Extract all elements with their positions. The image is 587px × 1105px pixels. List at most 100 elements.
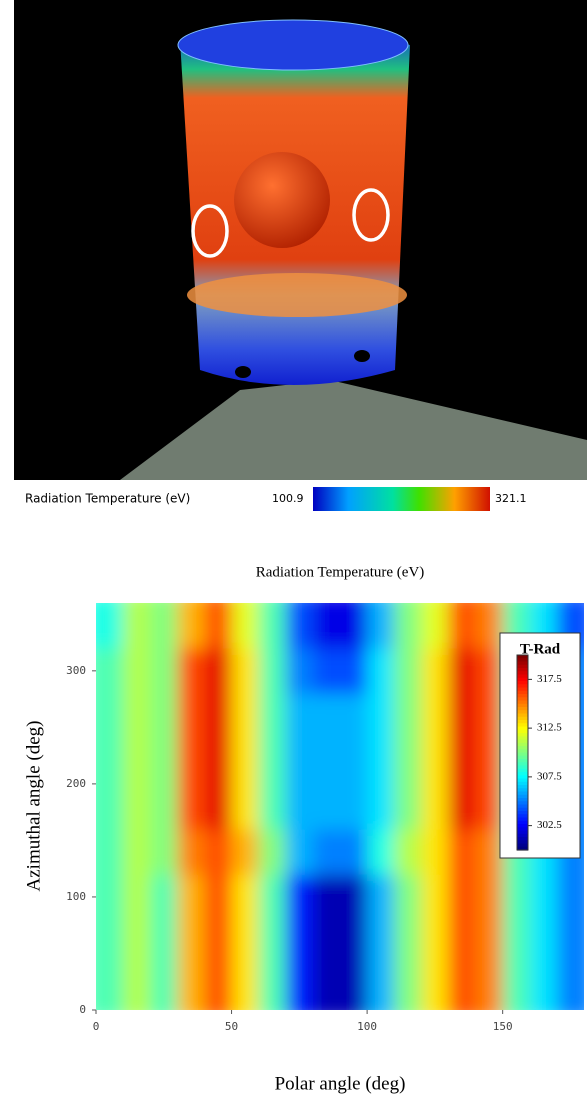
- colorbar-band: [517, 840, 528, 845]
- heatmap-cell: [312, 964, 341, 1010]
- heatmap-cell: [258, 829, 287, 875]
- heatmap-cell: [340, 648, 368, 694]
- heatmap-cell: [150, 783, 178, 830]
- colorbar-band: [517, 742, 528, 747]
- heatmap-cell: [258, 693, 287, 740]
- heatmap-cell: [96, 829, 124, 875]
- colorbar-band: [517, 768, 528, 773]
- colorbar-band: [517, 775, 528, 780]
- heatmap-cell: [258, 648, 287, 694]
- heatmap-cell: [123, 783, 151, 830]
- heatmap-cell: [421, 874, 449, 921]
- heatmap-cell: [367, 603, 395, 649]
- heatmap-cell: [231, 783, 260, 830]
- heatmap-cell: [421, 693, 449, 740]
- colorbar-band: [517, 703, 528, 708]
- heatmap-cell: [123, 874, 151, 921]
- heatmap-cell: [340, 874, 368, 921]
- heatmap-cell: [231, 603, 260, 649]
- heatmap-cell: [177, 829, 205, 875]
- colorbar-band: [517, 798, 528, 802]
- heatmap-cell: [150, 874, 178, 921]
- colorbar-band: [517, 661, 528, 666]
- heatmap-cell: [150, 829, 178, 875]
- heatmap-cell: [96, 874, 124, 921]
- colorbar-band: [517, 814, 528, 819]
- heatmap-cell: [204, 603, 233, 649]
- colorbar-band: [517, 817, 528, 822]
- colorbar-band: [517, 846, 528, 851]
- heatmap-cell: [285, 919, 314, 966]
- y-tick-label: 0: [79, 1003, 86, 1016]
- heatmap-cell: [340, 603, 368, 649]
- colorbar-band: [517, 668, 528, 672]
- heatmap-cell: [312, 693, 341, 740]
- colorbar-frame: [516, 654, 529, 851]
- heatmap-cell: [421, 648, 449, 694]
- heatmap-cell: [394, 648, 422, 694]
- colorbar-band: [517, 785, 528, 789]
- heatmap-cell: [204, 829, 233, 875]
- colorbar-title: T-Rad: [520, 641, 561, 657]
- heatmap-cell: [285, 738, 314, 785]
- heatmap-cell: [177, 919, 205, 966]
- heatmap-cell: [448, 648, 477, 694]
- x-tick-label: 50: [225, 1020, 238, 1033]
- heatmap-cell: [123, 693, 151, 740]
- heatmap-cell: [421, 783, 449, 830]
- heatmap-cell: [529, 919, 558, 966]
- heatmap-cell: [475, 919, 504, 966]
- colorbar-band: [517, 827, 528, 832]
- heatmap-cell: [285, 874, 314, 921]
- heatmap-cell: [177, 648, 205, 694]
- heatmap-cell: [123, 919, 151, 966]
- colorbar-band: [517, 791, 528, 796]
- heatmap-cell: [312, 874, 341, 921]
- heatmap-cell: [258, 964, 287, 1010]
- heatmap-cell: [367, 964, 395, 1010]
- heatmap-cell: [475, 738, 504, 785]
- colorbar-band: [517, 710, 528, 715]
- colorbar-band: [517, 726, 528, 731]
- heatmap-cell: [340, 783, 368, 830]
- colorbar-band: [517, 658, 528, 663]
- colorbar-max: 321.1: [495, 492, 527, 505]
- colorbar-band: [517, 655, 528, 659]
- heatmap-cell: [556, 964, 584, 1010]
- heatmap-cell: [448, 874, 477, 921]
- colorbar-min: 100.9: [272, 492, 304, 505]
- heatmap-cell: [177, 964, 205, 1010]
- heatmap-cell: [475, 874, 504, 921]
- colorbar-band: [517, 765, 528, 770]
- heatmap-cell: [367, 738, 395, 785]
- colorbar-band: [517, 778, 528, 783]
- heatmap-cell: [340, 693, 368, 740]
- heatmap-cell: [177, 783, 205, 830]
- heatmap-cell: [421, 738, 449, 785]
- heatmap-cell: [340, 964, 368, 1010]
- heatmap-cell: [448, 783, 477, 830]
- colorbar-band: [517, 674, 528, 679]
- heatmap-cell: [556, 919, 584, 966]
- heatmap-cell: [285, 829, 314, 875]
- colorbar-band: [517, 824, 528, 828]
- heatmap-cell: [204, 648, 233, 694]
- heatmap-cell: [394, 738, 422, 785]
- heatmap-cell: [475, 648, 504, 694]
- x-axis-label: Polar angle (deg): [275, 1073, 406, 1094]
- heatmap-cell: [96, 693, 124, 740]
- heatmap-cell: [231, 964, 260, 1010]
- colorbar-tick-label: 317.5: [537, 673, 562, 685]
- colorbar-band: [517, 833, 528, 838]
- heatmap-cell: [340, 829, 368, 875]
- heatmap-cell: [231, 648, 260, 694]
- heatmap-cell: [123, 738, 151, 785]
- heatmap-cell: [258, 783, 287, 830]
- colorbar-band: [517, 700, 528, 705]
- heatmap-cell: [258, 874, 287, 921]
- heatmap-cell: [394, 693, 422, 740]
- colorbar-band: [517, 830, 528, 835]
- y-tick-label: 100: [66, 890, 86, 903]
- heatmap-cell: [123, 603, 151, 649]
